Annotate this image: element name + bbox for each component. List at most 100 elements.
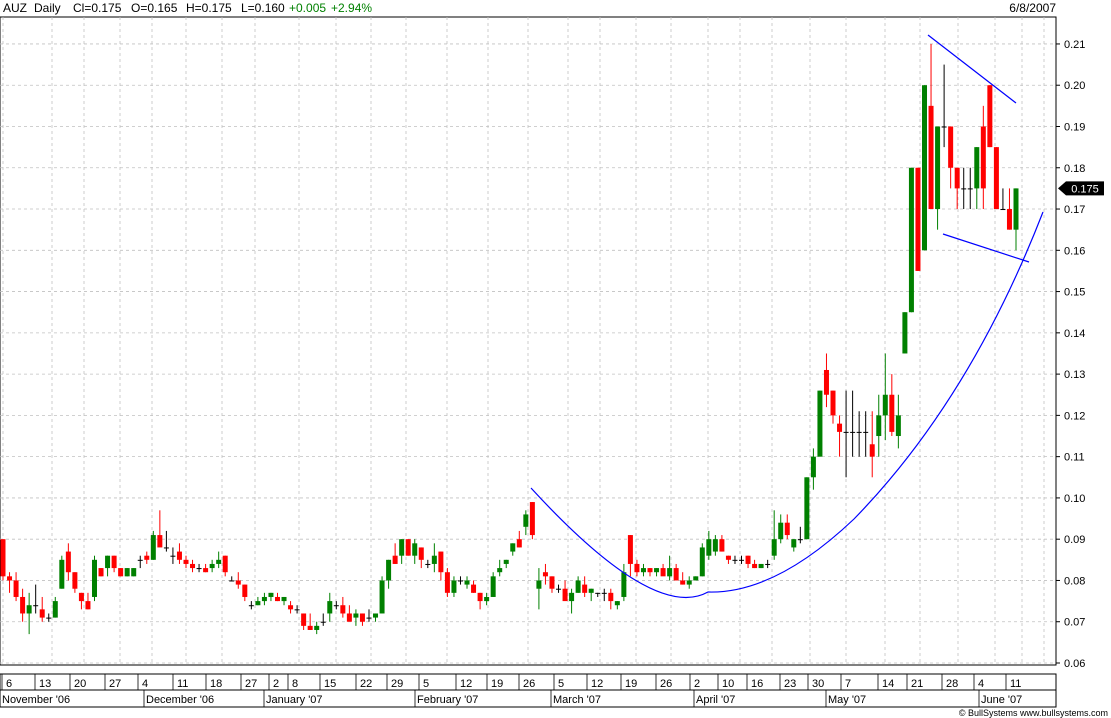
candle-body bbox=[961, 188, 967, 190]
candle bbox=[7, 572, 13, 593]
candle bbox=[98, 568, 104, 577]
y-tick-label: 0.12 bbox=[1064, 410, 1085, 422]
candle-body bbox=[967, 188, 973, 190]
candle bbox=[817, 390, 823, 457]
candle-body bbox=[823, 369, 829, 395]
candle-body bbox=[523, 514, 529, 527]
candle bbox=[118, 568, 124, 577]
x-day-label: 19 bbox=[625, 678, 637, 690]
candle-body bbox=[7, 576, 13, 581]
candle-body bbox=[830, 390, 836, 416]
x-day-label: 5 bbox=[558, 678, 564, 690]
candle-body bbox=[314, 625, 320, 630]
candle-body bbox=[359, 613, 365, 622]
candle-body bbox=[889, 394, 895, 432]
candle bbox=[510, 543, 516, 556]
y-tick-label: 0.11 bbox=[1064, 452, 1085, 464]
candle-body bbox=[118, 568, 124, 577]
candle-body bbox=[209, 563, 215, 569]
candle bbox=[752, 559, 758, 569]
candle bbox=[294, 605, 300, 614]
candle-body bbox=[412, 543, 418, 556]
candle bbox=[248, 601, 254, 610]
candle bbox=[425, 559, 431, 569]
candle bbox=[52, 596, 58, 618]
candle-body bbox=[529, 502, 535, 536]
candle bbox=[1006, 188, 1012, 230]
candle bbox=[915, 167, 921, 271]
candle-body bbox=[301, 613, 307, 626]
candle-body bbox=[699, 547, 705, 577]
candle-body bbox=[667, 568, 673, 577]
x-month-label: June '07 bbox=[981, 694, 1022, 706]
candle bbox=[627, 535, 633, 577]
candle-body bbox=[987, 85, 993, 148]
candle bbox=[72, 572, 78, 593]
candle-body bbox=[863, 431, 869, 433]
y-tick-label: 0.17 bbox=[1064, 204, 1085, 216]
candle-body bbox=[59, 559, 65, 589]
candle bbox=[922, 85, 928, 251]
candle bbox=[575, 576, 581, 593]
candle bbox=[686, 576, 692, 589]
candle bbox=[699, 543, 705, 577]
x-day-label: 20 bbox=[74, 678, 86, 690]
candle bbox=[176, 543, 182, 564]
candle bbox=[196, 563, 202, 573]
x-day-label: 11 bbox=[1010, 678, 1021, 690]
candle bbox=[216, 551, 222, 569]
candle bbox=[614, 601, 620, 610]
candle-body bbox=[65, 551, 71, 573]
candle-body bbox=[908, 167, 914, 313]
candle bbox=[301, 613, 307, 630]
candle bbox=[529, 502, 535, 540]
candle-body bbox=[137, 559, 143, 561]
candle-body bbox=[72, 572, 78, 589]
candle bbox=[608, 588, 614, 610]
candle-body bbox=[379, 580, 385, 614]
candle bbox=[712, 535, 718, 556]
footer-credit: © BullSystems www.bullsystems.com bbox=[959, 708, 1108, 718]
candle bbox=[444, 568, 450, 597]
x-day-label: 2 bbox=[694, 678, 700, 690]
candle-body bbox=[150, 535, 156, 560]
candle-body bbox=[20, 596, 26, 614]
candle-body bbox=[503, 559, 509, 564]
candle-body bbox=[758, 563, 764, 569]
x-day-label: 6 bbox=[6, 678, 12, 690]
candle-body bbox=[778, 522, 784, 540]
y-tick-label: 0.20 bbox=[1064, 80, 1085, 92]
candle-body bbox=[569, 592, 575, 602]
candle-body bbox=[438, 551, 444, 573]
candle bbox=[288, 601, 294, 614]
candle bbox=[340, 596, 346, 618]
candle-body bbox=[392, 555, 398, 564]
candle-body bbox=[190, 563, 196, 569]
candle bbox=[640, 563, 646, 577]
candle-body bbox=[307, 625, 313, 630]
candle bbox=[693, 576, 699, 581]
candle bbox=[876, 394, 882, 457]
y-tick-label: 0.07 bbox=[1064, 617, 1085, 629]
candle bbox=[124, 568, 130, 577]
candle-body bbox=[765, 563, 771, 565]
candle bbox=[667, 555, 673, 581]
candle bbox=[588, 588, 594, 602]
candle bbox=[320, 613, 326, 626]
candle-body bbox=[601, 592, 607, 594]
candle-body bbox=[216, 559, 222, 564]
y-tick-label: 0.08 bbox=[1064, 575, 1085, 587]
header-change-pct: +2.94% bbox=[331, 1, 372, 15]
candle-body bbox=[608, 592, 614, 602]
candle bbox=[758, 563, 764, 569]
header-date: 6/8/2007 bbox=[1009, 1, 1056, 15]
candle-body bbox=[85, 601, 91, 610]
x-day-label: 11 bbox=[177, 678, 188, 690]
candle-body bbox=[725, 555, 731, 560]
candle bbox=[111, 555, 117, 573]
candle-body bbox=[471, 584, 477, 593]
candle-body bbox=[895, 415, 901, 437]
candle bbox=[784, 514, 790, 540]
candle-body bbox=[869, 444, 875, 457]
